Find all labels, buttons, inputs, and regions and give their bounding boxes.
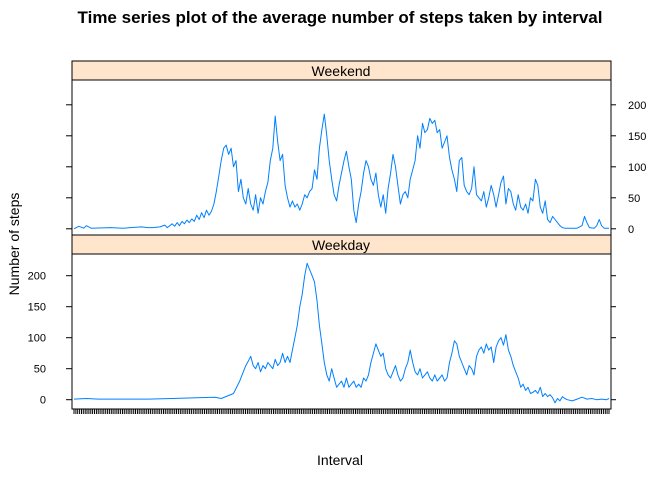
panel-frame-weekend — [71, 79, 612, 236]
y-tick-label: 100 — [628, 162, 646, 174]
chart-title: Time series plot of the average number o… — [78, 8, 603, 27]
series-line-weekend — [73, 113, 609, 230]
strip-label-weekday: Weekday — [312, 237, 370, 253]
y-tick-label: 150 — [628, 131, 646, 143]
y-tick-label: 200 — [628, 100, 646, 112]
series-line-weekday — [73, 262, 610, 404]
strip-label-weekend: Weekend — [312, 63, 371, 79]
panel-frame-weekday — [71, 253, 612, 410]
y-tick-label: 150 — [28, 302, 46, 314]
y-tick-label: 0 — [40, 395, 46, 407]
y-tick-label: 200 — [28, 271, 46, 283]
x-axis-title: Interval — [317, 452, 363, 468]
panel-weekend: Weekend 0 50 100 150 200 — [66, 60, 646, 236]
y-tick-label: 50 — [628, 193, 640, 205]
y-tick-label: 0 — [628, 224, 634, 236]
panel-weekday: Weekday 0 50 100 150 200 — [28, 234, 616, 410]
y-axis-weekday: 0 50 100 150 200 — [28, 271, 72, 407]
y-tick-label: 50 — [34, 364, 46, 376]
x-axis-ticks — [73, 409, 610, 414]
left-ticks-weekend — [66, 104, 72, 230]
y-tick-label: 100 — [28, 333, 46, 345]
y-axis-weekend: 0 50 100 150 200 — [611, 100, 646, 236]
y-axis-title: Number of steps — [6, 193, 22, 296]
right-ticks-weekday — [611, 275, 616, 401]
